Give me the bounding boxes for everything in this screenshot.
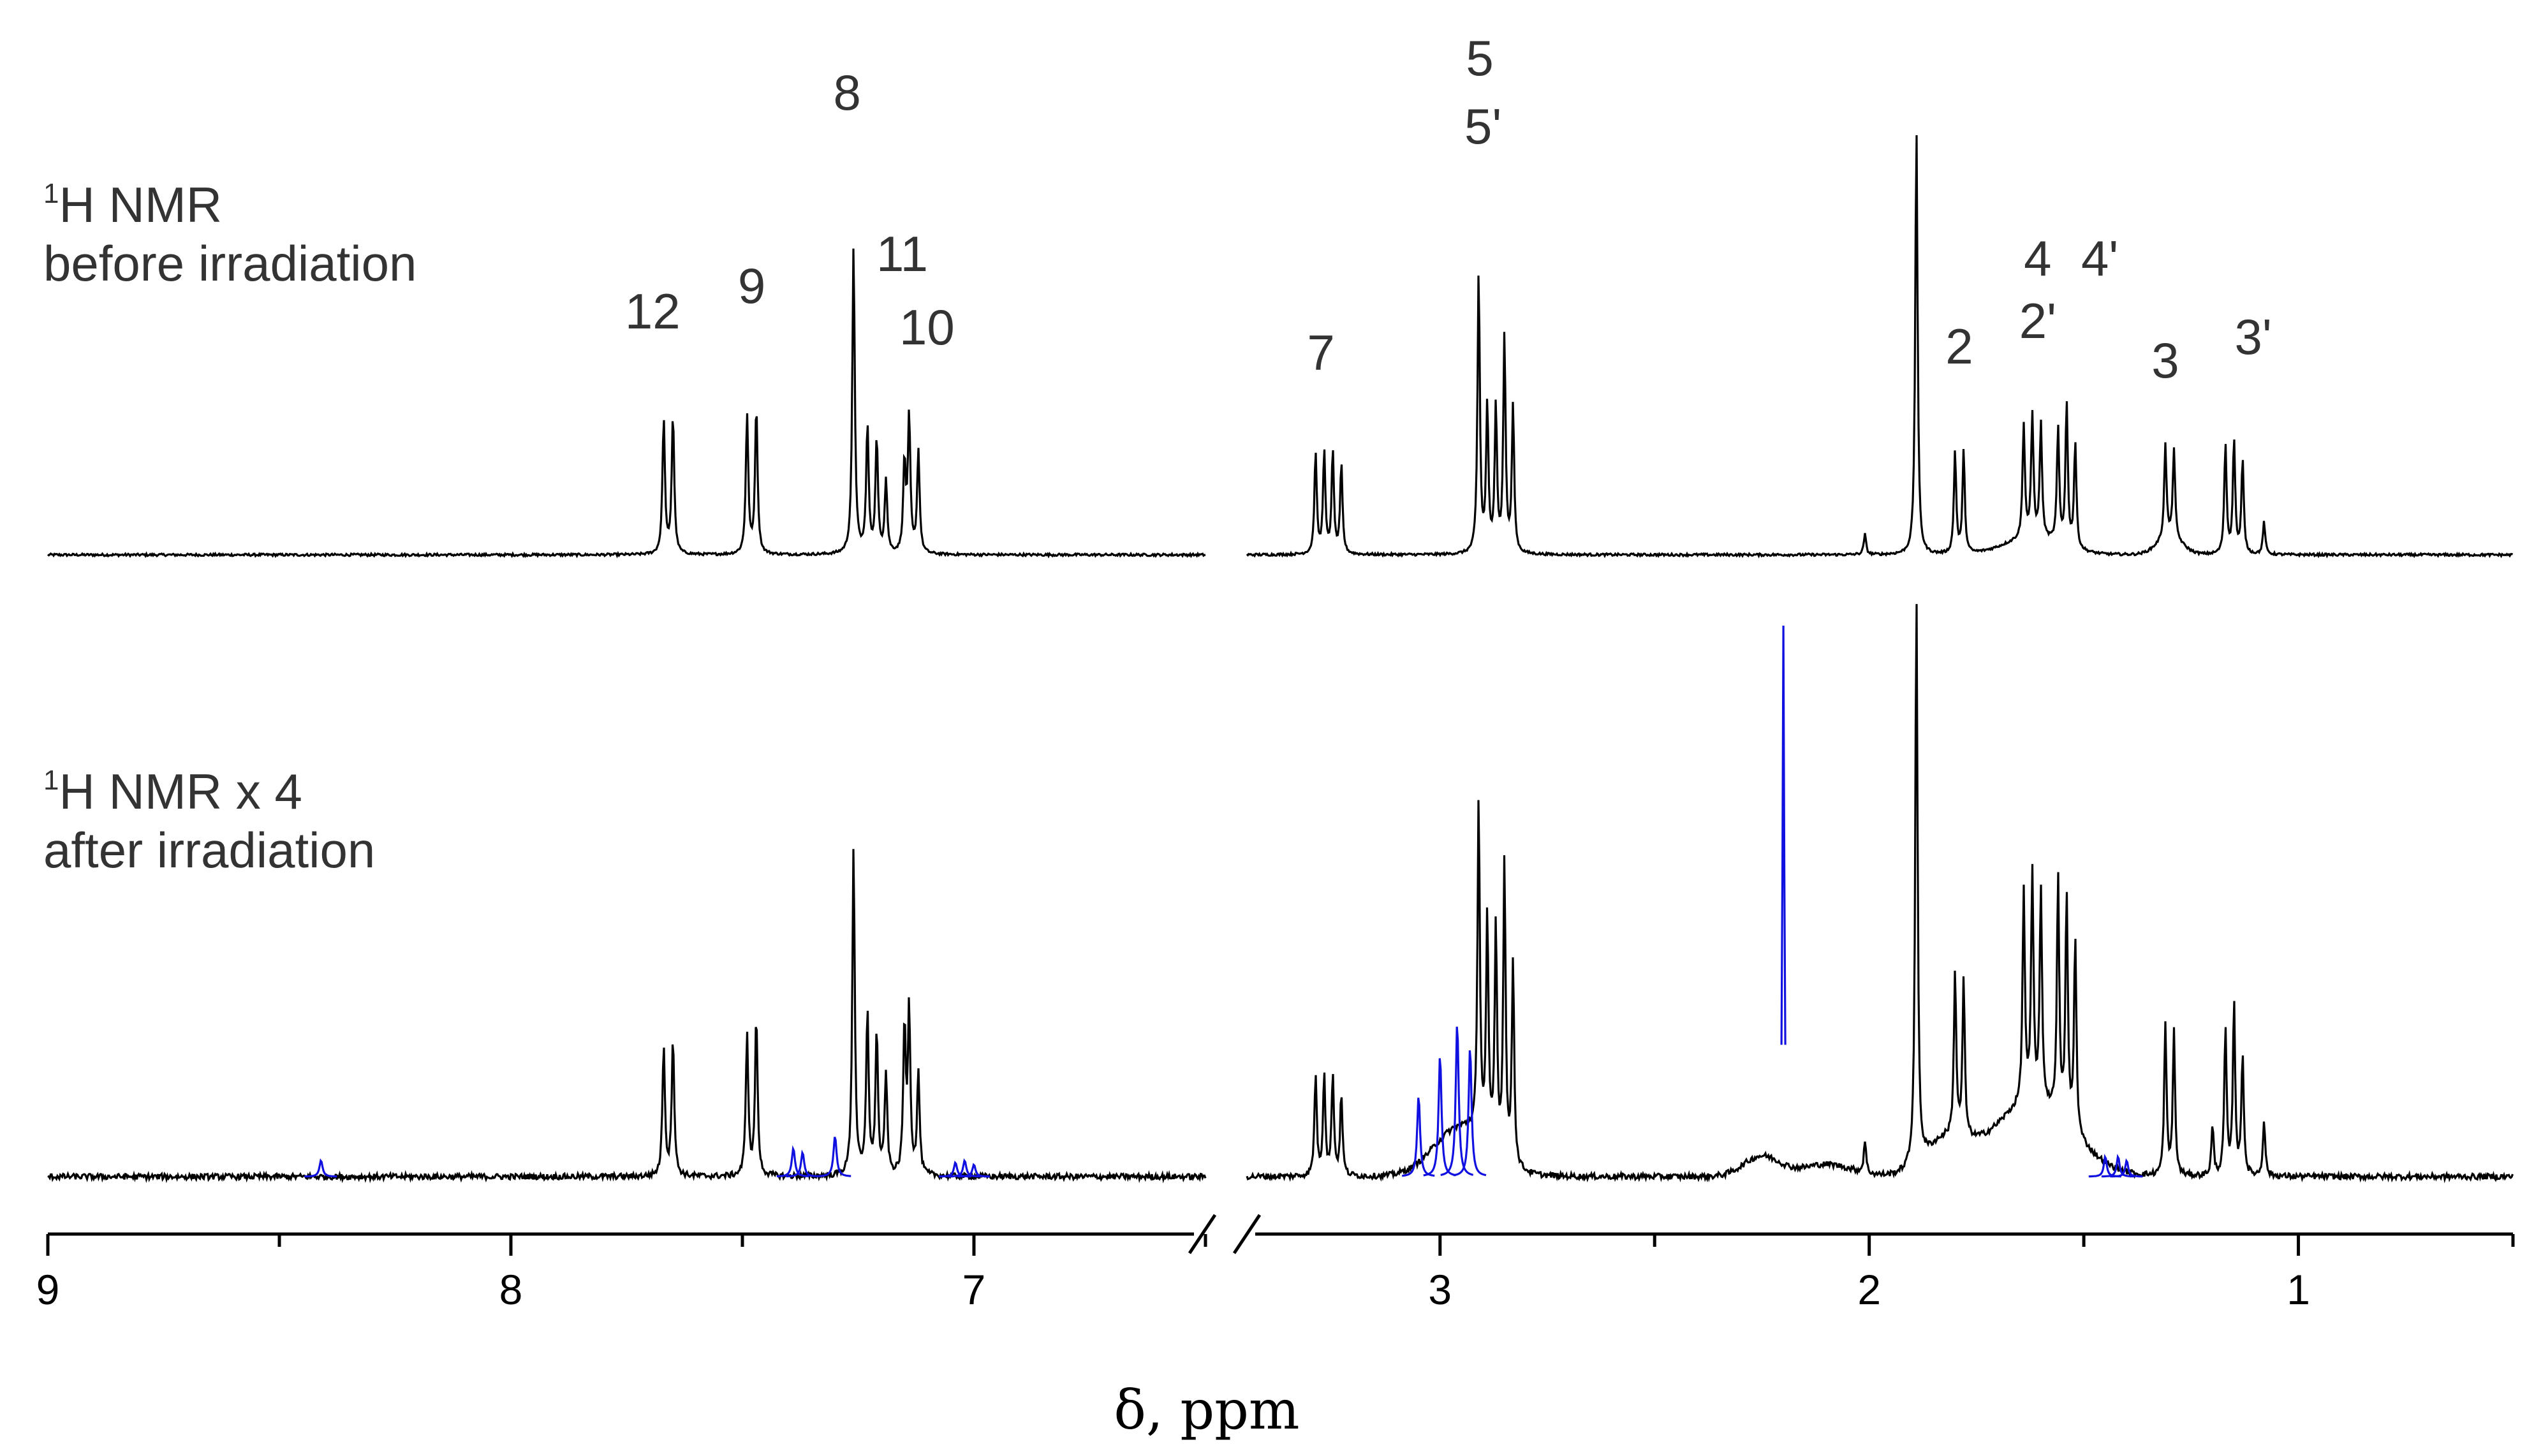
new-signal-peak (1440, 1026, 1474, 1176)
series-label-line: after irradiation (43, 822, 375, 878)
peak-label: 5 (1466, 30, 1493, 86)
spectrum-after-right (1246, 604, 2514, 1184)
tick-label: 9 (36, 1266, 60, 1313)
tick-label: 7 (962, 1266, 986, 1313)
peak-label: 3' (2234, 309, 2271, 365)
series-label-text: H NMR x 4 (59, 763, 302, 820)
peak-labels: 12 9 8 11 10 7 5 5' 24 2' 4' 3 3' (625, 30, 2272, 388)
new-signal-peak (948, 1158, 981, 1178)
peak-label: 5' (1464, 98, 1501, 154)
new-signal-peak (1780, 625, 1787, 1045)
new-signal-peak (1453, 1050, 1487, 1177)
tick-label: 3 (1428, 1266, 1452, 1313)
peak-label: 2 (1945, 318, 1973, 374)
tick-label: 2 (1857, 1266, 1881, 1313)
peak-label: 3 (2151, 332, 2179, 388)
new-signal-peak (304, 1158, 337, 1178)
x-axis: 9 8 7 3 2 1 (36, 1214, 2515, 1313)
new-signal-peak (786, 1149, 819, 1178)
tick-label: 8 (499, 1266, 523, 1313)
spectrum-before-right (1246, 135, 2514, 559)
peak-label: 2' (2019, 293, 2056, 349)
peak-label: 11 (876, 226, 928, 282)
series-label-text: H NMR (59, 177, 222, 233)
spectrum-after-left (47, 849, 1207, 1184)
peak-label: 7 (1307, 325, 1334, 381)
spectra-layer (47, 135, 2514, 1184)
axis-break-mark (1232, 1214, 1262, 1254)
series-label-line: 1H NMR x 4 (43, 763, 302, 820)
new-signal-peak (2110, 1158, 2143, 1178)
peak-label: 8 (834, 64, 861, 121)
spectrum-before-left (47, 248, 1206, 559)
new-signal-peak (2101, 1154, 2134, 1178)
peak-label: 4 (2024, 230, 2051, 286)
peak-label: 4' (2081, 230, 2118, 286)
x-axis-label: δ, ppm (1114, 1379, 1299, 1441)
peak-label: 9 (738, 258, 765, 314)
new-signal-peak (1423, 1058, 1457, 1177)
superscript: 1 (43, 178, 59, 209)
peak-label: 12 (625, 283, 681, 339)
new-signal-peak (776, 1145, 810, 1177)
superscript: 1 (43, 765, 59, 796)
tick-label: 1 (2287, 1266, 2310, 1313)
series-label-line: 1H NMR (43, 177, 222, 233)
series-label-line: before irradiation (43, 235, 416, 291)
new-signal-peak (818, 1136, 851, 1177)
axis-break-mark (1188, 1214, 1217, 1254)
peak-label: 10 (899, 299, 955, 355)
new-signal-peak (957, 1163, 990, 1178)
